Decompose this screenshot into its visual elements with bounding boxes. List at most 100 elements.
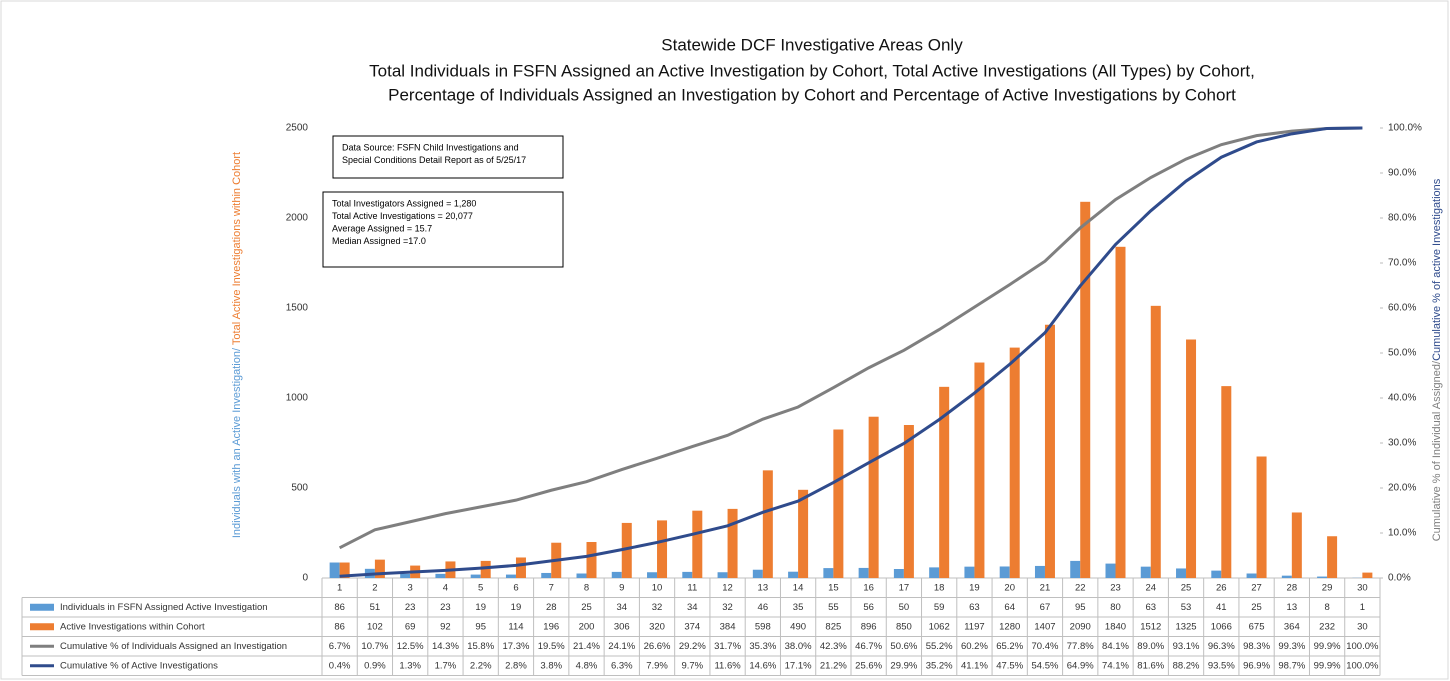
- table-cell: 896: [861, 621, 877, 632]
- bar: [1281, 575, 1292, 578]
- table-cell: 9.7%: [681, 660, 703, 671]
- table-cell: 6.7%: [329, 641, 351, 652]
- legend-key: [30, 623, 54, 631]
- x-tick-label: 19: [969, 582, 980, 593]
- bar: [657, 520, 668, 578]
- table-cell: 29.9%: [890, 660, 917, 671]
- table-cell: 23: [405, 602, 416, 613]
- bar: [339, 562, 350, 578]
- table-cell: 34: [687, 602, 698, 613]
- table-cell: 2.8%: [505, 660, 527, 671]
- table-cell: 88.2%: [1173, 660, 1200, 671]
- annotation-box: [332, 135, 564, 179]
- table-cell: 1.3%: [399, 660, 421, 671]
- table-cell: 55: [828, 602, 839, 613]
- table-cell: 1.7%: [435, 660, 457, 671]
- table-cell: 598: [755, 621, 771, 632]
- table-cell: 81.6%: [1137, 660, 1164, 671]
- bar: [1115, 246, 1126, 579]
- x-tick-label: 25: [1181, 582, 1192, 593]
- chart-title: Statewide DCF Investigative Areas Only: [661, 35, 963, 54]
- table-cell: 35.3%: [749, 641, 776, 652]
- bar: [647, 572, 658, 578]
- table-cell: 21.2%: [820, 660, 847, 671]
- bar: [1317, 576, 1328, 578]
- x-tick-label: 22: [1075, 582, 1086, 593]
- table-cell: 3.8%: [540, 660, 562, 671]
- y2-tick-label: 20.0%: [1388, 483, 1416, 494]
- table-cell: 0.9%: [364, 660, 386, 671]
- table-cell: 490: [790, 621, 806, 632]
- table-cell: 95: [1075, 602, 1086, 613]
- table-cell: 60.2%: [961, 641, 988, 652]
- bar: [1080, 201, 1091, 579]
- bar: [1362, 572, 1373, 578]
- bar: [505, 574, 516, 578]
- bar: [1327, 536, 1338, 578]
- bar: [400, 573, 411, 578]
- bar: [621, 522, 632, 578]
- bar: [682, 571, 693, 578]
- table-cell: 6.3%: [611, 660, 633, 671]
- table-cell: 384: [720, 621, 736, 632]
- x-tick-label: 29: [1322, 582, 1333, 593]
- bar: [576, 573, 587, 578]
- chart-title: Percentage of Individuals Assigned an In…: [388, 85, 1236, 104]
- x-tick-label: 15: [828, 582, 839, 593]
- table-cell: 1512: [1140, 621, 1161, 632]
- table-cell: 100.0%: [1346, 641, 1379, 652]
- x-tick-label: 18: [934, 582, 945, 593]
- table-cell: 29.2%: [679, 641, 706, 652]
- x-tick-label: 12: [722, 582, 733, 593]
- table-cell: 364: [1284, 621, 1300, 632]
- bar: [1105, 563, 1116, 578]
- bar: [611, 571, 622, 578]
- y2-tick-label: 10.0%: [1388, 528, 1416, 539]
- table-cell: 19: [475, 602, 486, 613]
- table-cell: 74.1%: [1102, 660, 1129, 671]
- table-cell: 80: [1110, 602, 1121, 613]
- table-cell: 28: [546, 602, 557, 613]
- y-tick-label: 1000: [286, 393, 309, 404]
- x-tick-label: 5: [478, 582, 483, 593]
- y2-axis-title-part: Cumulative % of Individual Assigned/: [1431, 360, 1443, 541]
- y2-tick-label: 30.0%: [1388, 438, 1416, 449]
- table-cell: 13: [1287, 602, 1298, 613]
- bar: [1221, 386, 1232, 578]
- bar: [1044, 324, 1055, 578]
- x-tick-label: 10: [652, 582, 663, 593]
- table-cell: 51: [370, 602, 381, 613]
- bar: [541, 572, 552, 578]
- table-cell: 32: [722, 602, 733, 613]
- bar: [903, 425, 914, 578]
- table-cell: 99.3%: [1278, 641, 1305, 652]
- table-cell: 15.8%: [467, 641, 494, 652]
- x-tick-label: 14: [793, 582, 804, 593]
- table-cell: 1840: [1105, 621, 1126, 632]
- bar: [964, 566, 975, 578]
- y2-tick-label: 80.0%: [1388, 213, 1416, 224]
- table-cell: 24.1%: [608, 641, 635, 652]
- y-axis-title: Individuals with an Active Investigation…: [231, 152, 243, 538]
- bar: [752, 569, 763, 578]
- table-cell: 64: [1004, 602, 1015, 613]
- table-cell: 84.1%: [1102, 641, 1129, 652]
- table-cell: 63: [969, 602, 980, 613]
- x-tick-label: 27: [1251, 582, 1262, 593]
- table-cell: 12.5%: [397, 641, 424, 652]
- table-cell: 26.6%: [644, 641, 671, 652]
- table-cell: 200: [579, 621, 595, 632]
- y2-tick-label: 60.0%: [1388, 303, 1416, 314]
- table-cell: 30: [1357, 621, 1368, 632]
- bar: [1070, 560, 1081, 578]
- table-cell: 98.7%: [1278, 660, 1305, 671]
- x-tick-label: 1: [337, 582, 342, 593]
- table-cell: 99.9%: [1314, 660, 1341, 671]
- y2-tick-label: 70.0%: [1388, 258, 1416, 269]
- table-cell: 64.9%: [1067, 660, 1094, 671]
- table-cell: 41: [1216, 602, 1227, 613]
- table-cell: 2.2%: [470, 660, 492, 671]
- line: [338, 126, 1363, 550]
